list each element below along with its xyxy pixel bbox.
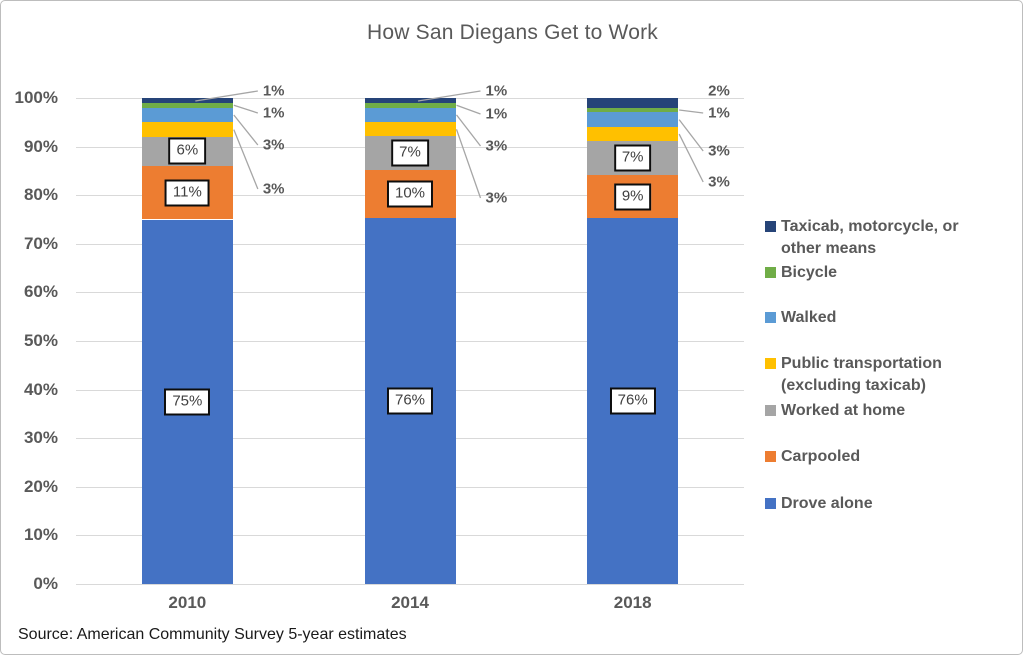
x-axis-label: 2018	[613, 593, 652, 612]
chart-title: How San Diegans Get to Work	[367, 21, 658, 44]
legend-label: Walked	[781, 309, 837, 326]
leader-line	[233, 104, 259, 114]
y-axis-label: 0%	[33, 574, 58, 593]
y-axis-label: 100%	[14, 88, 58, 107]
segment-data-label: 7%	[613, 144, 652, 172]
callout-data-label: 3%	[708, 142, 730, 160]
y-axis-label: 80%	[23, 185, 58, 205]
bar-segment	[587, 112, 679, 127]
legend-item: Bicycle	[765, 262, 973, 284]
legend-label: Carpooled	[781, 448, 861, 465]
segment-data-label: 6%	[168, 137, 207, 165]
legend-label: Worked at home	[781, 402, 906, 419]
leader-line	[456, 104, 481, 115]
y-axis-label: 30%	[23, 428, 58, 448]
bar-segment	[364, 122, 456, 137]
source-note: Source: American Community Survey 5-year…	[18, 626, 407, 643]
bar-segment	[141, 98, 233, 103]
callout-data-label: 1%	[262, 82, 285, 100]
callout-data-label: 1%	[485, 105, 508, 123]
legend-item: Drove alone	[765, 493, 973, 515]
gridline	[76, 584, 744, 585]
y-axis-label: 70%	[23, 233, 58, 253]
legend-label: Bicycle	[781, 264, 838, 281]
segment-data-label: 9%	[613, 183, 652, 211]
callout-data-label: 3%	[485, 189, 508, 207]
callout-data-label: 1%	[262, 104, 285, 122]
callout-data-label: 3%	[708, 173, 730, 191]
bar-segment	[364, 102, 456, 108]
legend-item: Walked	[765, 307, 973, 329]
callout-data-label: 1%	[485, 82, 508, 100]
leader-line	[678, 133, 704, 183]
callout-data-label: 3%	[485, 137, 508, 155]
x-axis-label: 2010	[168, 593, 207, 612]
leader-line	[455, 114, 482, 147]
y-axis-label: 10%	[23, 525, 58, 545]
legend-item: Worked at home	[765, 400, 973, 422]
leader-line	[679, 109, 704, 114]
segment-data-label: 10%	[386, 180, 434, 208]
legend-marker-icon	[765, 405, 776, 416]
bar-segment	[587, 107, 679, 113]
callout-data-label: 1%	[708, 104, 730, 122]
legend-marker-icon	[765, 451, 776, 462]
legend-item: Public transportation (excluding taxicab…	[765, 353, 973, 397]
segment-data-label: 76%	[609, 387, 656, 415]
bar-segment	[141, 102, 233, 108]
y-axis-label: 50%	[23, 331, 58, 350]
y-axis-label: 60%	[23, 282, 58, 302]
bar-segment	[141, 122, 233, 137]
legend-label: Public transportation (excluding taxicab…	[781, 355, 942, 394]
leader-line	[233, 114, 259, 146]
bar-segment	[587, 126, 679, 142]
bar-segment	[364, 107, 456, 123]
y-axis-label: 90%	[23, 136, 58, 156]
segment-data-label: 75%	[164, 388, 211, 416]
segment-data-label: 7%	[391, 139, 429, 167]
legend-item: Carpooled	[765, 446, 973, 468]
bar-segment	[364, 98, 456, 103]
y-axis-label: 40%	[23, 379, 58, 399]
legend-marker-icon	[765, 267, 776, 278]
legend-label: Taxicab, motorcycle, or other means	[781, 218, 959, 257]
callout-data-label: 3%	[262, 180, 285, 198]
legend-marker-icon	[765, 358, 776, 369]
callout-data-label: 3%	[262, 136, 285, 154]
legend-label: Drove alone	[781, 495, 873, 512]
segment-data-label: 76%	[386, 387, 434, 415]
bar-segment	[587, 98, 679, 108]
leader-line	[233, 129, 259, 190]
legend-marker-icon	[765, 312, 776, 323]
callout-data-label: 2%	[708, 82, 730, 100]
legend-marker-icon	[765, 221, 776, 232]
bar-segment	[141, 107, 233, 123]
legend-marker-icon	[765, 498, 776, 509]
leader-line	[455, 129, 482, 199]
segment-data-label: 11%	[164, 179, 210, 207]
legend-item: Taxicab, motorcycle, or other means	[765, 216, 973, 260]
x-axis-label: 2014	[391, 593, 429, 612]
y-axis-label: 20%	[23, 476, 58, 496]
